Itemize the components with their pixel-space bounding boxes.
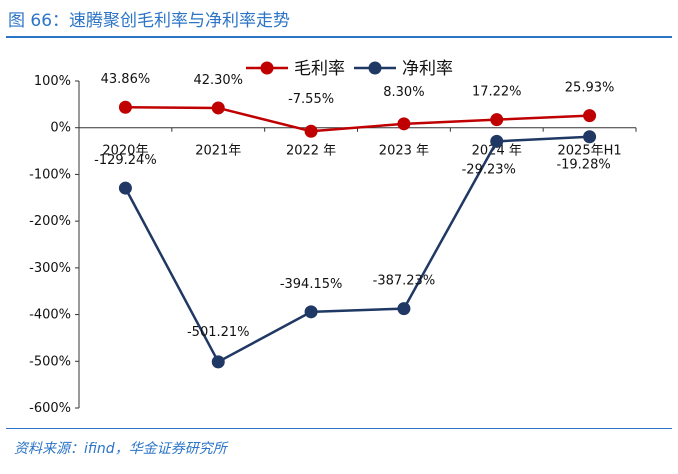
data-point [583,130,597,144]
x-tick-label: 2021年 [195,144,241,159]
y-tick-label: -500% [29,354,71,369]
data-label: -19.28% [556,158,610,173]
data-label: -29.23% [462,162,516,177]
y-tick-label: -600% [29,401,71,416]
legend: 毛利率 净利率 [246,59,453,79]
data-label: 42.30% [193,73,243,88]
data-label: -7.55% [288,92,334,107]
y-tick-label: -100% [29,167,71,182]
data-point [397,117,411,131]
legend-label: 净利率 [402,59,453,79]
data-point [118,100,132,114]
data-label: 25.93% [565,81,615,96]
x-tick-label: 2024 年 [472,144,522,159]
source-note: 资料来源：ifind，华金证券研究所 [14,441,227,457]
y-tick-label: -300% [29,261,71,276]
x-tick-label: 2022 年 [286,144,336,159]
data-label: 43.86% [101,72,151,87]
data-point [490,113,504,127]
x-tick-label: 2020年 [102,144,148,159]
x-tick-label: 2025年H1 [558,144,622,159]
axes [75,80,637,409]
data-point [304,124,318,138]
y-tick-label: 100% [34,74,71,89]
x-tick-label: 2023 年 [379,144,429,159]
data-label: -501.21% [187,325,250,340]
data-point [211,355,225,369]
series-line-1 [125,105,590,133]
data-labels: 43.86% 42.30% -7.55% 8.30% 17.22% 25.93% -129.… [94,72,614,340]
y-tick-label: -400% [29,308,71,323]
y-tick-label: 0% [50,121,71,136]
title-rule [6,36,672,38]
legend-label: 毛利率 [294,59,345,79]
data-label: 8.30% [383,85,424,100]
series-line-2 [124,135,590,364]
data-points [118,100,597,369]
source-rule [6,428,672,429]
data-label: 17.22% [472,85,522,100]
series-lines [124,105,590,364]
data-point [118,181,132,195]
data-point [304,305,318,319]
y-tick-label: -200% [29,214,71,229]
data-label: -387.23% [373,274,436,289]
figure-title: 图 66：速腾聚创毛利率与净利率走势 [8,11,291,31]
data-point [211,101,225,115]
legend-swatch-marker [368,61,382,75]
data-point [583,109,597,123]
data-point [397,302,411,316]
data-label: -394.15% [280,277,343,292]
data-label: -129.24% [94,153,157,168]
data-point [490,134,504,148]
tick-labels: 100% 0% -100% -200% -300% -400% -500% -600% 2020… [29,74,622,416]
legend-swatch-marker [260,61,274,75]
